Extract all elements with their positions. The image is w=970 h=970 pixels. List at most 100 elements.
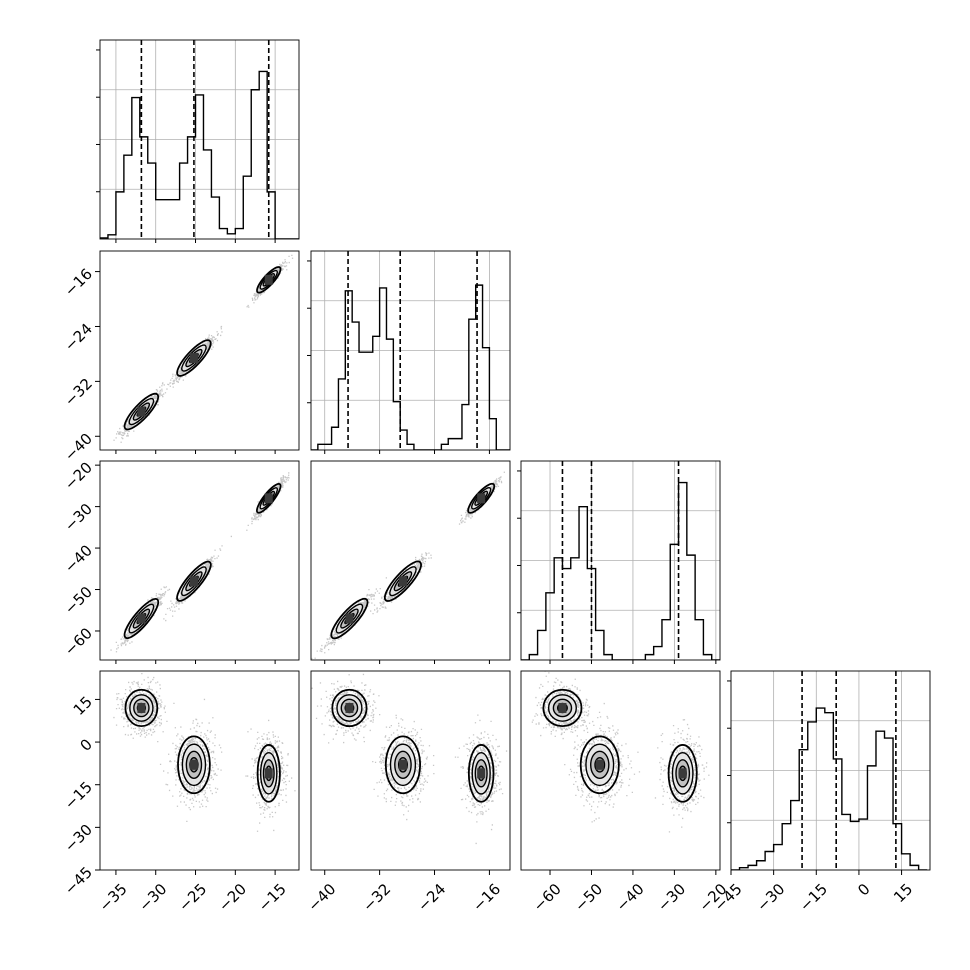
histogram-bin — [538, 630, 546, 660]
histogram-bin — [393, 402, 400, 450]
panel-content — [113, 254, 294, 443]
histogram-bin — [325, 444, 332, 450]
panel-frame — [730, 670, 931, 871]
density-peak — [678, 768, 687, 779]
histogram-bin — [825, 713, 834, 870]
density-contour — [176, 339, 212, 377]
density-peak — [345, 702, 354, 713]
histogram-bin — [902, 854, 911, 870]
panel-frame — [310, 460, 511, 661]
histogram-bin — [842, 814, 851, 870]
histogram-bin — [455, 439, 462, 450]
histogram-bin — [338, 379, 345, 450]
x-tick-label: 15 — [890, 880, 916, 906]
density-contour — [579, 735, 620, 795]
density-peak — [477, 493, 486, 504]
histogram-steps — [521, 481, 720, 660]
histogram-panel-1 — [96, 39, 300, 240]
histogram-bin — [211, 197, 219, 239]
density-peak — [189, 353, 198, 364]
y-tick-label: −50 — [61, 583, 96, 618]
density-contour — [256, 744, 281, 803]
histogram-bin — [164, 200, 172, 239]
histogram-bin — [156, 200, 164, 239]
x-tick-label: −35 — [96, 880, 131, 915]
histogram-bin — [407, 444, 414, 450]
density-contour — [331, 688, 368, 728]
density-peak — [477, 768, 486, 779]
histogram-steps — [311, 284, 510, 450]
y-tick-label: −30 — [61, 500, 96, 535]
density-contour — [467, 744, 495, 803]
sample-points — [113, 673, 296, 832]
histogram-steps — [100, 70, 299, 239]
panel-frame — [310, 250, 511, 451]
scatter-panel-3-2 — [310, 460, 511, 661]
panel-frame — [520, 670, 721, 871]
density-peak — [595, 759, 604, 770]
histogram-bin — [448, 439, 455, 450]
histogram-bin — [808, 722, 817, 870]
x-tick-label: −50 — [571, 880, 606, 915]
x-tick-label: −24 — [414, 880, 449, 915]
x-tick-label: −32 — [359, 880, 394, 915]
histogram-bin — [596, 630, 604, 660]
histogram-bin — [366, 352, 373, 450]
scatter-panel-2-1 — [99, 250, 300, 451]
histogram-bin — [885, 738, 894, 870]
panel-frame — [99, 670, 300, 871]
histogram-bin — [116, 192, 124, 239]
histogram-bin — [554, 558, 562, 660]
density-contour — [383, 560, 422, 602]
y-tick-label: −15 — [61, 778, 96, 813]
histogram-bin — [132, 98, 140, 239]
histogram-bin — [833, 759, 842, 870]
density-peak — [558, 702, 567, 713]
x-tick-label: −16 — [469, 880, 504, 915]
density-peak — [264, 274, 273, 285]
y-tick-label: −40 — [61, 430, 96, 465]
y-tick-label: −20 — [61, 458, 96, 493]
x-tick-label: −40 — [304, 880, 339, 915]
histogram-bin — [219, 229, 227, 239]
panel-content — [113, 673, 296, 832]
panel-content — [311, 471, 505, 660]
y-tick-label: −45 — [61, 863, 96, 898]
histogram-bin — [148, 163, 156, 239]
y-tick-label: −32 — [61, 375, 96, 410]
histogram-bin — [359, 352, 366, 450]
panel-frame — [520, 460, 721, 661]
histogram-bin — [386, 339, 393, 450]
density-peak — [137, 406, 146, 417]
density-contour — [667, 744, 698, 803]
histogram-bin — [235, 229, 243, 239]
panel-frame — [99, 250, 300, 451]
panel-content — [311, 673, 508, 845]
x-tick-label: −30 — [753, 880, 788, 915]
panel-frame — [99, 39, 300, 240]
x-tick-label: −30 — [135, 880, 170, 915]
histogram-bin — [662, 620, 670, 660]
histogram-bin — [679, 483, 687, 660]
histogram-bin — [373, 336, 380, 450]
density-peak — [398, 576, 407, 587]
histogram-bin — [859, 819, 868, 870]
density-peak — [189, 759, 198, 770]
y-tick-label: −60 — [61, 624, 96, 659]
histogram-bin — [571, 558, 579, 660]
density-peak — [189, 576, 198, 587]
histogram-bin — [332, 427, 339, 450]
histogram-bin — [645, 655, 653, 660]
histogram-bin — [483, 348, 490, 450]
density-contour — [124, 688, 159, 728]
histogram-bin — [180, 163, 188, 239]
histogram-bin — [400, 430, 407, 450]
density-peak — [264, 768, 273, 779]
histogram-bin — [529, 655, 537, 660]
histogram-bin — [604, 655, 612, 660]
scatter-panel-3-1 — [99, 460, 300, 661]
x-tick-label: −25 — [175, 880, 210, 915]
panel-frame — [99, 460, 300, 661]
histogram-bin — [267, 192, 275, 239]
histogram-bin — [172, 200, 180, 239]
